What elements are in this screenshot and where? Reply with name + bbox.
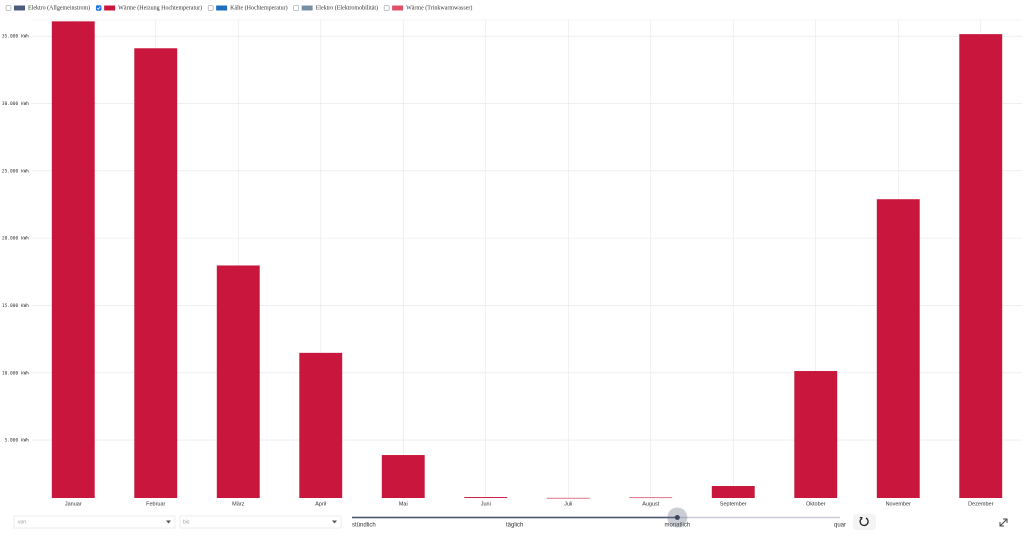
- to-placeholder: bis: [183, 519, 190, 525]
- bar: [629, 497, 673, 499]
- collapse-icon[interactable]: [999, 518, 1008, 527]
- reset-button[interactable]: [853, 514, 876, 530]
- bar: [959, 34, 1003, 498]
- y-tick-label: 5.000 kWh: [5, 438, 30, 444]
- x-tick-label: Juli: [564, 501, 572, 507]
- y-tick-label: 30.000 kWh: [2, 101, 29, 107]
- x-tick-label: August: [642, 501, 660, 507]
- bar: [876, 199, 920, 498]
- check-mark: [96, 6, 101, 10]
- legend-checkbox[interactable]: [207, 5, 214, 11]
- x-tick-label: April: [315, 501, 326, 507]
- y-tick-label: 25.000 kWh: [2, 168, 29, 174]
- bar: [216, 265, 260, 498]
- legend-label: Kälte (Hochtemperatur): [230, 5, 287, 12]
- x-tick-label: September: [720, 501, 747, 507]
- x-tick-label: Mai: [399, 501, 408, 507]
- bar: [299, 352, 343, 498]
- x-tick-label: Dezember: [968, 501, 994, 507]
- from-placeholder: von: [18, 519, 26, 525]
- bar: [711, 486, 755, 498]
- legend-checkbox[interactable]: [383, 5, 390, 11]
- bar: [546, 497, 590, 499]
- legend-checkbox[interactable]: [95, 5, 102, 11]
- bar: [794, 371, 838, 498]
- bar: [51, 21, 95, 499]
- legend-label: Elektro (Elektromobilität): [316, 5, 378, 12]
- bar: [381, 455, 425, 498]
- legend-swatch: [392, 5, 404, 11]
- y-tick-label: 35.000 kWh: [2, 34, 29, 40]
- legend-checkbox[interactable]: [293, 5, 299, 11]
- bar: [134, 48, 178, 498]
- x-tick-label: März: [232, 501, 244, 507]
- dropdown-arrow: [332, 520, 337, 524]
- bar: [464, 497, 508, 498]
- legend-swatch: [104, 5, 116, 11]
- legend-label: Elektro (Allgemeinstrom): [28, 5, 90, 12]
- legend-swatch: [301, 5, 313, 11]
- y-tick-label: 15.000 kWh: [2, 303, 29, 309]
- y-tick-label: 20.000 kWh: [2, 236, 29, 242]
- legend-label: Wärme (Trinkwarmwasser): [406, 5, 472, 12]
- slider-option[interactable]: täglich: [506, 523, 523, 529]
- slider-option[interactable]: monatlich: [664, 523, 690, 529]
- reset-icon-arrow: [859, 517, 863, 520]
- x-tick-label: Januar: [65, 501, 82, 507]
- to-select[interactable]: [179, 515, 342, 529]
- x-tick-label: Februar: [146, 501, 165, 507]
- from-select[interactable]: [13, 515, 176, 529]
- dropdown-arrow: [166, 520, 171, 524]
- legend-swatch: [14, 5, 25, 11]
- legend-label: Wärme (Heizung Hochtemperatur): [118, 5, 202, 12]
- x-tick-label: Juni: [481, 501, 491, 507]
- slider-option[interactable]: stündlich: [352, 523, 376, 529]
- legend-checkbox[interactable]: [5, 5, 12, 11]
- slider-option[interactable]: quar: [834, 523, 846, 529]
- x-tick-label: November: [886, 501, 912, 507]
- y-tick-label: 10.000 kWh: [2, 370, 29, 376]
- x-tick-label: Oktober: [806, 501, 826, 507]
- slider-thumb[interactable]: [674, 515, 680, 520]
- legend-swatch: [216, 5, 228, 11]
- reset-icon: [859, 517, 869, 527]
